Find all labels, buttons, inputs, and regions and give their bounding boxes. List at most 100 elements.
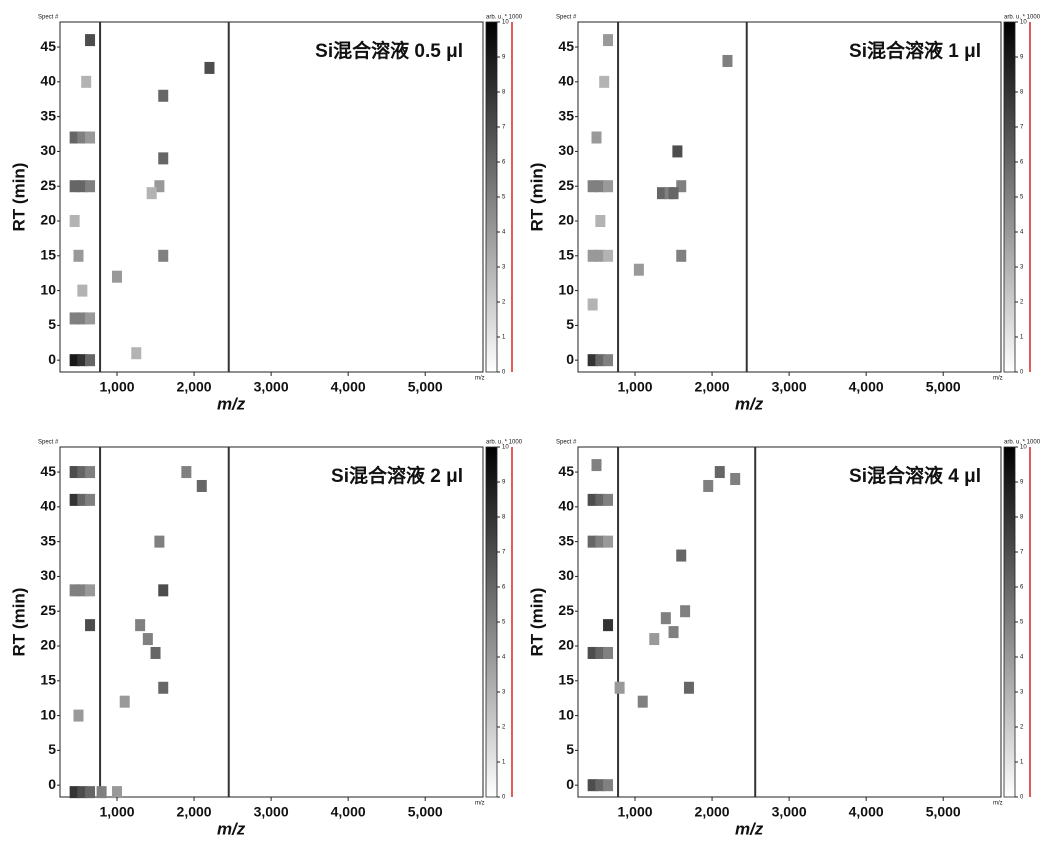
- heat-cell: [150, 646, 161, 659]
- heat-cell: [587, 535, 598, 548]
- heat-cell: [603, 493, 614, 506]
- x-tick-label: 2,000: [177, 379, 212, 395]
- y-tick-label: 0: [48, 351, 56, 367]
- corner-label: Spect #: [556, 15, 577, 21]
- heat-cell: [69, 584, 80, 597]
- x-axis-label: m/z: [217, 819, 246, 838]
- y-tick-label: 10: [558, 706, 574, 722]
- heat-cell: [69, 466, 80, 479]
- x-tick-label: 3,000: [254, 379, 289, 395]
- colorbar-tick-label: 2: [1020, 300, 1024, 306]
- colorbar-tick-label: 9: [502, 480, 506, 486]
- heat-cell: [680, 605, 691, 618]
- axis-unit: m/z: [475, 801, 485, 807]
- heat-cell: [603, 779, 614, 792]
- y-tick-label: 5: [566, 316, 574, 332]
- y-tick-label: 30: [558, 142, 574, 158]
- corner-label: Spect #: [556, 440, 577, 446]
- y-tick-label: 35: [40, 532, 56, 548]
- heat-cell: [595, 493, 606, 506]
- heat-cell: [77, 786, 88, 799]
- x-axis-label: m/z: [735, 394, 764, 413]
- heat-cell: [96, 786, 107, 799]
- heat-cell: [85, 466, 96, 479]
- x-tick-label: 3,000: [254, 804, 289, 820]
- colorbar-tick-label: 7: [1020, 125, 1024, 131]
- heat-cell: [158, 249, 169, 262]
- heat-cell: [637, 695, 648, 708]
- heat-cell: [587, 779, 598, 792]
- plot-area: [59, 21, 484, 373]
- heat-cell: [595, 779, 606, 792]
- y-tick-label: 25: [40, 177, 56, 193]
- x-tick-label: 4,000: [331, 804, 366, 820]
- heat-cell: [595, 249, 606, 262]
- colorbar-tick-label: 4: [502, 230, 506, 236]
- y-tick-label: 10: [40, 706, 56, 722]
- colorbar-tick-label: 4: [1020, 655, 1024, 661]
- heat-cell: [69, 354, 80, 367]
- heat-cell: [77, 493, 88, 506]
- plot-area: [577, 21, 1002, 373]
- plot-area: [577, 446, 1002, 798]
- y-tick-label: 10: [40, 281, 56, 297]
- heat-cell: [135, 619, 146, 632]
- colorbar-tick-label: 10: [502, 20, 509, 26]
- heat-cell: [587, 493, 598, 506]
- colorbar: [485, 21, 498, 373]
- y-tick-label: 30: [40, 567, 56, 583]
- colorbar-tick-label: 10: [502, 445, 509, 451]
- heat-cell: [603, 180, 614, 193]
- y-tick-label: 45: [558, 463, 574, 479]
- heat-cell: [196, 479, 207, 492]
- colorbar-tick-label: 8: [502, 515, 506, 521]
- x-tick-label: 1,000: [99, 379, 134, 395]
- x-tick-label: 2,000: [695, 804, 730, 820]
- heat-cell: [77, 180, 88, 193]
- y-axis-label: RT (min): [9, 588, 28, 657]
- heat-cell: [714, 466, 725, 479]
- y-tick-label: 25: [40, 602, 56, 618]
- heat-cell: [154, 535, 165, 548]
- heat-cell: [77, 312, 88, 325]
- heat-cell: [77, 131, 88, 144]
- y-tick-label: 25: [558, 177, 574, 193]
- colorbar-tick-label: 1: [1020, 335, 1024, 341]
- heat-cell: [204, 61, 215, 74]
- y-tick-label: 20: [40, 212, 56, 228]
- colorbar-tick-label: 0: [1020, 370, 1024, 376]
- heat-cell: [703, 479, 714, 492]
- colorbar-tick-label: 3: [502, 265, 506, 271]
- heat-cell: [603, 646, 614, 659]
- colorbar-tick-label: 5: [1020, 620, 1024, 626]
- heat-cell: [603, 354, 614, 367]
- colorbar-tick-label: 1: [502, 760, 506, 766]
- heat-cell: [603, 34, 614, 47]
- y-tick-label: 10: [558, 281, 574, 297]
- y-tick-label: 20: [40, 637, 56, 653]
- y-tick-label: 35: [558, 107, 574, 123]
- heat-cell: [69, 786, 80, 799]
- y-tick-label: 15: [558, 672, 574, 688]
- colorbar-tick-label: 0: [502, 370, 506, 376]
- heat-cell: [85, 619, 96, 632]
- colorbar-tick-label: 1: [502, 335, 506, 341]
- heat-cell: [112, 786, 123, 799]
- y-tick-label: 0: [566, 776, 574, 792]
- x-tick-label: 3,000: [772, 379, 807, 395]
- colorbar-tick-label: 2: [502, 725, 506, 731]
- colorbar-tick-label: 3: [1020, 265, 1024, 271]
- colorbar-tick-label: 5: [502, 195, 506, 201]
- heat-cell: [181, 466, 192, 479]
- x-tick-label: 4,000: [849, 379, 884, 395]
- corner-label: Spect #: [38, 15, 59, 21]
- axis-unit: m/z: [993, 801, 1003, 807]
- heat-cell: [154, 180, 165, 193]
- heat-cell: [668, 187, 679, 200]
- y-axis-label: RT (min): [527, 163, 546, 232]
- colorbar: [485, 446, 498, 798]
- heat-cell: [77, 284, 88, 297]
- y-tick-label: 20: [558, 637, 574, 653]
- colorbar-tick-label: 6: [502, 585, 506, 591]
- heat-cell: [587, 646, 598, 659]
